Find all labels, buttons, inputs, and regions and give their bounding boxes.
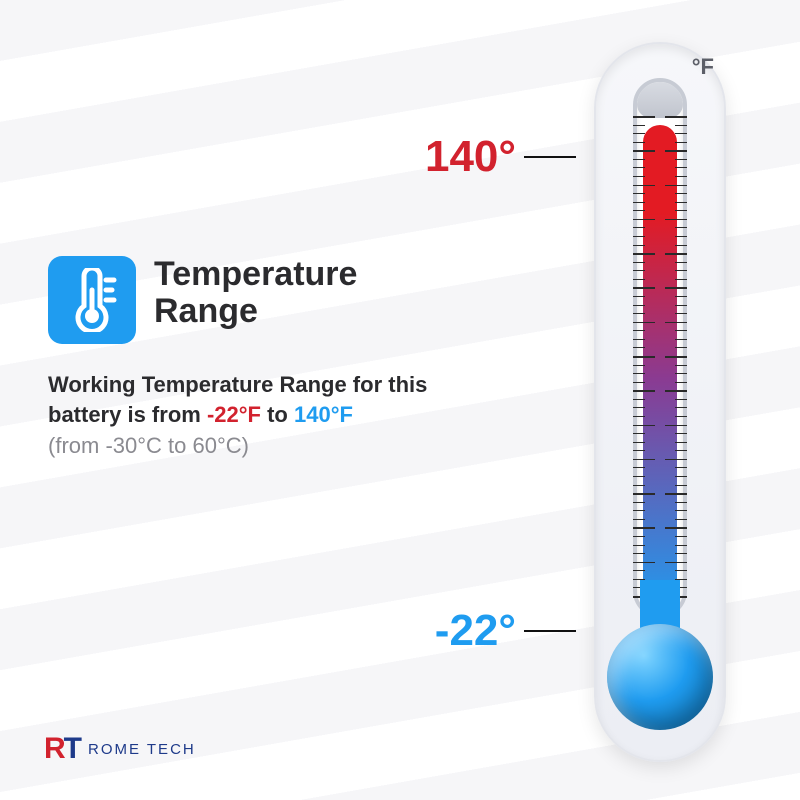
thermometer-tube	[633, 78, 687, 618]
info-panel: Temperature Range Working Temperature Ra…	[48, 256, 428, 461]
logo-r: R	[44, 732, 64, 766]
thermometer-svg-icon	[66, 268, 118, 332]
high-callout: 140°	[425, 132, 576, 182]
logo-t: T	[64, 732, 80, 766]
thermometer-body: °F	[594, 42, 726, 762]
desc-mid: to	[267, 402, 294, 427]
description: Working Temperature Range for this batte…	[48, 344, 428, 461]
brand-logo: R T ROME TECH	[44, 732, 196, 766]
low-label: -22°	[435, 606, 516, 656]
thermometer-bulb	[607, 624, 713, 730]
logo-mark: R T	[44, 732, 80, 766]
logo-text: ROME TECH	[88, 741, 196, 758]
tube-liquid	[643, 125, 677, 614]
callout-line-icon	[524, 156, 576, 158]
thermometer: °F 140° -22°	[548, 42, 772, 762]
low-f: -22°F	[207, 402, 261, 427]
celsius-line: (from -30°C to 60°C)	[48, 431, 428, 461]
high-label: 140°	[425, 132, 516, 182]
tube-cap	[637, 82, 683, 118]
unit-label: °F	[692, 54, 714, 80]
high-f: 140°F	[294, 402, 353, 427]
low-callout: -22°	[435, 606, 576, 656]
callout-line-icon	[524, 630, 576, 632]
thermometer-icon	[48, 256, 136, 344]
